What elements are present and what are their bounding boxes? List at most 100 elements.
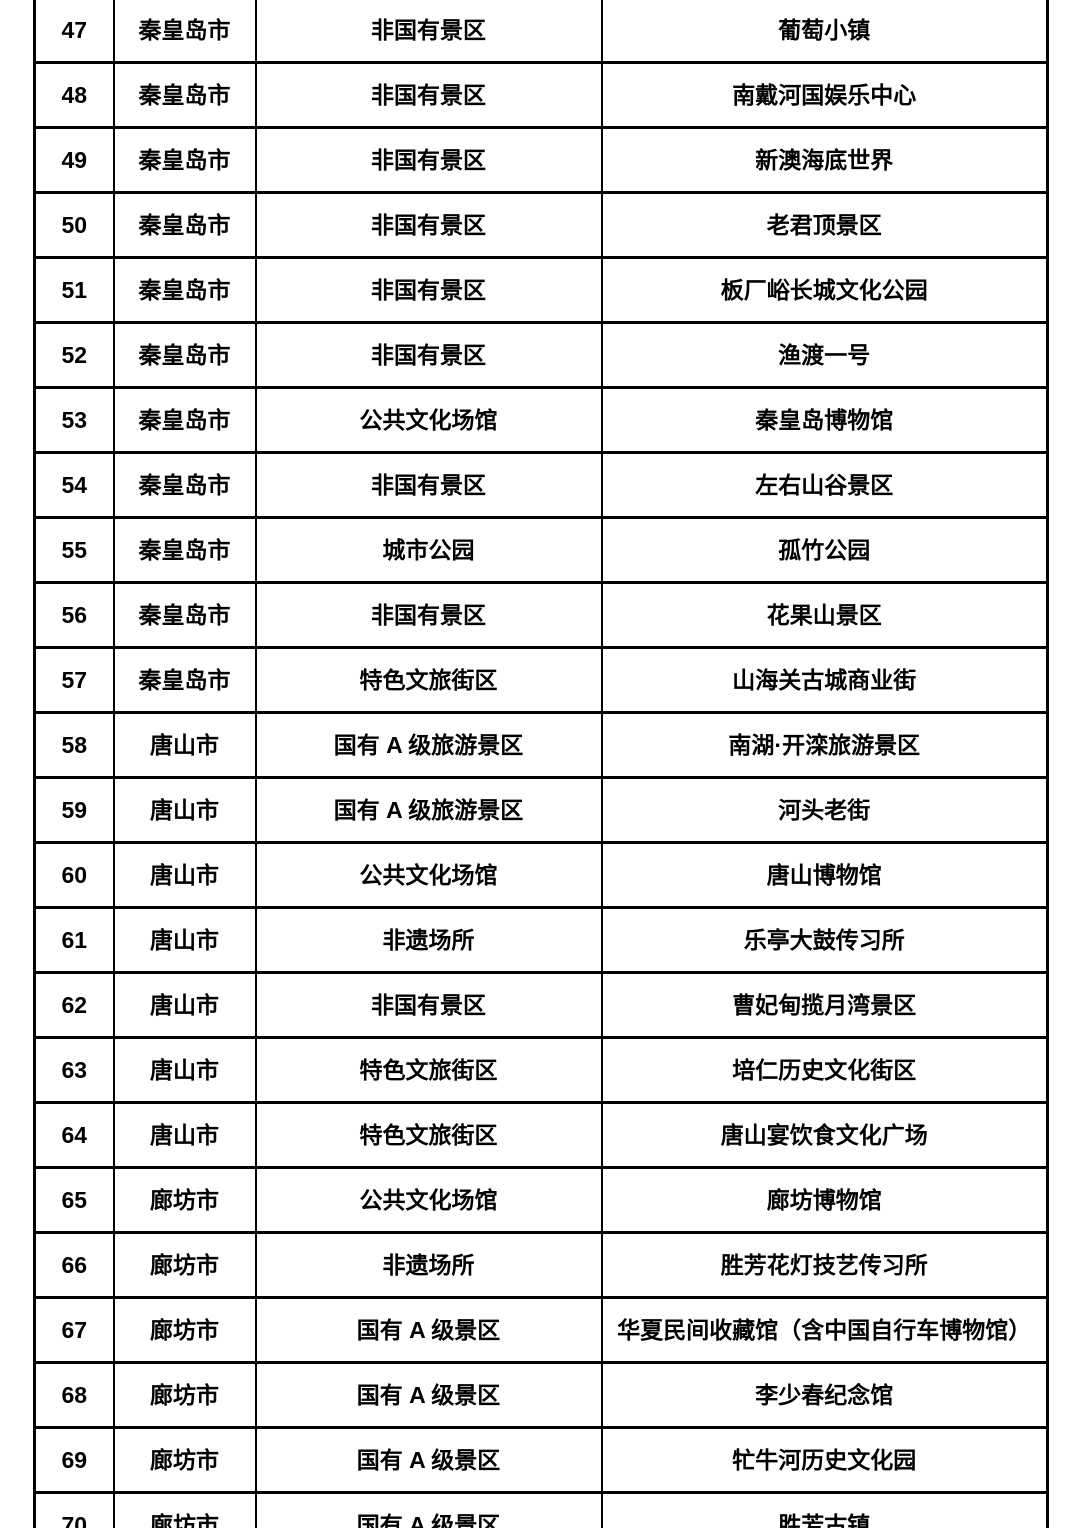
cell-city: 秦皇岛市 <box>112 0 257 64</box>
cell-serial-number: 51 <box>33 256 115 324</box>
cell-city: 秦皇岛市 <box>112 516 257 584</box>
table-row: 50 秦皇岛市 非国有景区 老君顶景区 <box>33 191 1049 259</box>
cell-category: 非国有景区 <box>254 321 603 389</box>
table-row: 52 秦皇岛市 非国有景区 渔渡一号 <box>33 321 1049 389</box>
table-row: 59 唐山市 国有 A 级旅游景区 河头老街 <box>33 776 1049 844</box>
cell-city: 唐山市 <box>112 906 257 974</box>
cell-category: 国有 A 级景区 <box>254 1426 603 1494</box>
cell-venue-name: 乐亭大鼓传习所 <box>600 906 1049 974</box>
table-row: 55 秦皇岛市 城市公园 孤竹公园 <box>33 516 1049 584</box>
cell-category: 非国有景区 <box>254 191 603 259</box>
cell-serial-number: 47 <box>33 0 115 64</box>
cell-category: 非国有景区 <box>254 126 603 194</box>
table-row: 63 唐山市 特色文旅街区 培仁历史文化街区 <box>33 1036 1049 1104</box>
cell-serial-number: 60 <box>33 841 115 909</box>
cell-category: 公共文化场馆 <box>254 841 603 909</box>
table-row: 49 秦皇岛市 非国有景区 新澳海底世界 <box>33 126 1049 194</box>
cell-city: 廊坊市 <box>112 1491 257 1528</box>
cell-serial-number: 70 <box>33 1491 115 1528</box>
cell-serial-number: 53 <box>33 386 115 454</box>
cell-venue-name: 胜芳花灯技艺传习所 <box>600 1231 1049 1299</box>
cell-venue-name: 李少春纪念馆 <box>600 1361 1049 1429</box>
cell-city: 秦皇岛市 <box>112 646 257 714</box>
cell-city: 唐山市 <box>112 971 257 1039</box>
cell-serial-number: 54 <box>33 451 115 519</box>
cell-serial-number: 58 <box>33 711 115 779</box>
cell-serial-number: 63 <box>33 1036 115 1104</box>
table-row: 58 唐山市 国有 A 级旅游景区 南湖·开滦旅游景区 <box>33 711 1049 779</box>
table-row: 68 廊坊市 国有 A 级景区 李少春纪念馆 <box>33 1361 1049 1429</box>
table-row: 62 唐山市 非国有景区 曹妃甸揽月湾景区 <box>33 971 1049 1039</box>
cell-city: 秦皇岛市 <box>112 61 257 129</box>
cell-serial-number: 48 <box>33 61 115 129</box>
cell-serial-number: 49 <box>33 126 115 194</box>
cell-serial-number: 67 <box>33 1296 115 1364</box>
cell-city: 秦皇岛市 <box>112 191 257 259</box>
table-row: 53 秦皇岛市 公共文化场馆 秦皇岛博物馆 <box>33 386 1049 454</box>
cell-city: 秦皇岛市 <box>112 581 257 649</box>
cell-venue-name: 山海关古城商业街 <box>600 646 1049 714</box>
table-row: 69 廊坊市 国有 A 级景区 牤牛河历史文化园 <box>33 1426 1049 1494</box>
cell-venue-name: 秦皇岛博物馆 <box>600 386 1049 454</box>
cell-city: 廊坊市 <box>112 1231 257 1299</box>
cell-venue-name: 葡萄小镇 <box>600 0 1049 64</box>
cell-city: 唐山市 <box>112 841 257 909</box>
cell-city: 秦皇岛市 <box>112 321 257 389</box>
cell-category: 非国有景区 <box>254 451 603 519</box>
cell-category: 特色文旅街区 <box>254 1036 603 1104</box>
cell-venue-name: 唐山宴饮食文化广场 <box>600 1101 1049 1169</box>
cell-category: 非国有景区 <box>254 581 603 649</box>
cell-serial-number: 69 <box>33 1426 115 1494</box>
table-row: 64 唐山市 特色文旅街区 唐山宴饮食文化广场 <box>33 1101 1049 1169</box>
cell-city: 秦皇岛市 <box>112 386 257 454</box>
cell-venue-name: 牤牛河历史文化园 <box>600 1426 1049 1494</box>
cell-city: 秦皇岛市 <box>112 256 257 324</box>
cell-serial-number: 50 <box>33 191 115 259</box>
cell-venue-name: 曹妃甸揽月湾景区 <box>600 971 1049 1039</box>
cell-city: 廊坊市 <box>112 1361 257 1429</box>
table-row: 67 廊坊市 国有 A 级景区 华夏民间收藏馆（含中国自行车博物馆） <box>33 1296 1049 1364</box>
cell-city: 廊坊市 <box>112 1166 257 1234</box>
cell-venue-name: 南戴河国娱乐中心 <box>600 61 1049 129</box>
cell-serial-number: 65 <box>33 1166 115 1234</box>
cell-venue-name: 老君顶景区 <box>600 191 1049 259</box>
table-row: 57 秦皇岛市 特色文旅街区 山海关古城商业街 <box>33 646 1049 714</box>
cell-venue-name: 渔渡一号 <box>600 321 1049 389</box>
cell-city: 唐山市 <box>112 711 257 779</box>
cell-venue-name: 板厂峪长城文化公园 <box>600 256 1049 324</box>
cell-serial-number: 64 <box>33 1101 115 1169</box>
cell-city: 廊坊市 <box>112 1296 257 1364</box>
cell-venue-name: 花果山景区 <box>600 581 1049 649</box>
cell-venue-name: 培仁历史文化街区 <box>600 1036 1049 1104</box>
cell-category: 国有 A 级景区 <box>254 1361 603 1429</box>
table-row: 65 廊坊市 公共文化场馆 廊坊博物馆 <box>33 1166 1049 1234</box>
cell-serial-number: 57 <box>33 646 115 714</box>
cell-category: 国有 A 级景区 <box>254 1491 603 1528</box>
cell-venue-name: 华夏民间收藏馆（含中国自行车博物馆） <box>600 1296 1049 1364</box>
cell-serial-number: 68 <box>33 1361 115 1429</box>
attractions-table: 47 秦皇岛市 非国有景区 葡萄小镇 48 秦皇岛市 非国有景区 南戴河国娱乐中心 49 秦皇岛市… <box>33 0 1049 1528</box>
cell-category: 公共文化场馆 <box>254 1166 603 1234</box>
cell-category: 国有 A 级旅游景区 <box>254 776 603 844</box>
cell-category: 非遗场所 <box>254 1231 603 1299</box>
cell-serial-number: 55 <box>33 516 115 584</box>
cell-venue-name: 胜芳古镇 <box>600 1491 1049 1528</box>
table-row: 61 唐山市 非遗场所 乐亭大鼓传习所 <box>33 906 1049 974</box>
cell-serial-number: 52 <box>33 321 115 389</box>
cell-city: 唐山市 <box>112 1101 257 1169</box>
cell-category: 特色文旅街区 <box>254 646 603 714</box>
table-row: 70 廊坊市 国有 A 级景区 胜芳古镇 <box>33 1491 1049 1528</box>
table-row: 48 秦皇岛市 非国有景区 南戴河国娱乐中心 <box>33 61 1049 129</box>
cell-serial-number: 61 <box>33 906 115 974</box>
table-row: 60 唐山市 公共文化场馆 唐山博物馆 <box>33 841 1049 909</box>
cell-city: 秦皇岛市 <box>112 126 257 194</box>
cell-serial-number: 62 <box>33 971 115 1039</box>
cell-category: 特色文旅街区 <box>254 1101 603 1169</box>
cell-category: 非国有景区 <box>254 971 603 1039</box>
cell-category: 国有 A 级景区 <box>254 1296 603 1364</box>
cell-category: 城市公园 <box>254 516 603 584</box>
cell-category: 国有 A 级旅游景区 <box>254 711 603 779</box>
cell-category: 非国有景区 <box>254 0 603 64</box>
cell-venue-name: 河头老街 <box>600 776 1049 844</box>
cell-category: 公共文化场馆 <box>254 386 603 454</box>
